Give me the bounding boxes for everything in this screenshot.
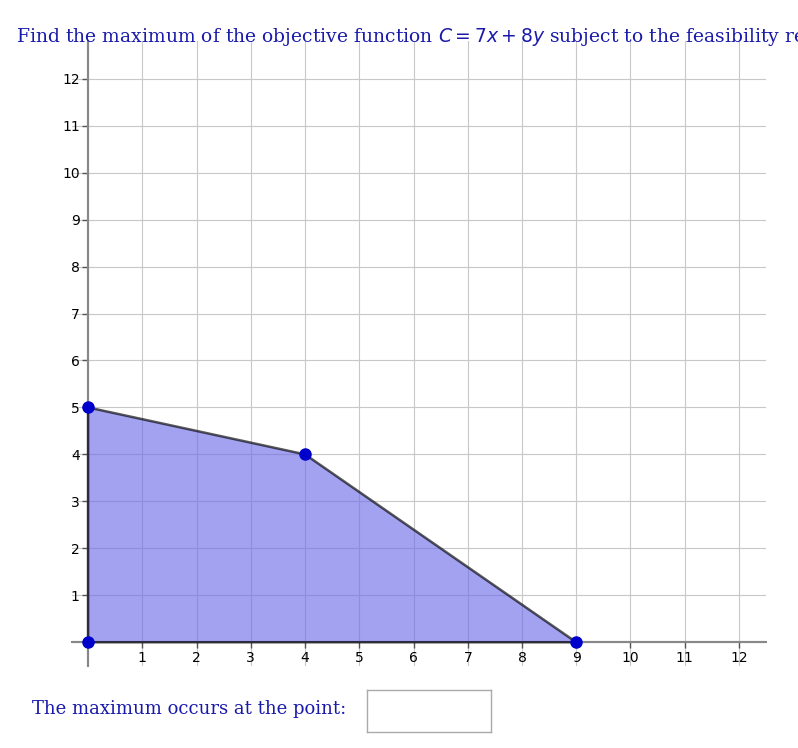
- Text: The maximum occurs at the point:: The maximum occurs at the point:: [32, 700, 346, 718]
- Text: Find the maximum of the objective function $C = 7x + 8y$ subject to the feasibil: Find the maximum of the objective functi…: [16, 26, 798, 48]
- Polygon shape: [88, 408, 576, 643]
